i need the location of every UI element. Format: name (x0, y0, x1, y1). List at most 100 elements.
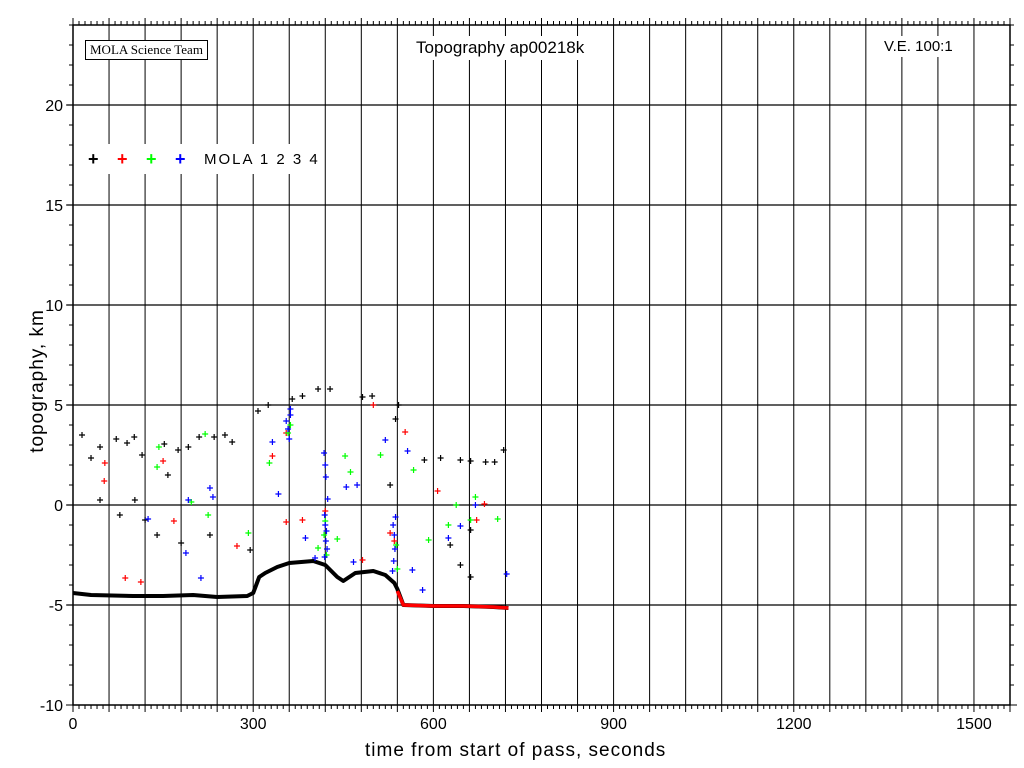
data-point-mola-3 (155, 444, 162, 450)
x-tick-label: 1200 (776, 716, 812, 733)
data-point-mola-1 (265, 402, 272, 408)
data-point-mola-4 (390, 558, 397, 564)
data-point-mola-3 (467, 517, 474, 523)
data-point-mola-1 (229, 439, 236, 445)
data-point-mola-1 (116, 512, 123, 518)
data-point-mola-2 (122, 575, 129, 581)
data-point-mola-4 (275, 491, 282, 497)
data-point-mola-4 (324, 546, 331, 552)
data-point-mola-1 (457, 457, 464, 463)
data-point-mola-3 (393, 542, 400, 548)
data-point-mola-1 (196, 434, 203, 440)
data-point-mola-1 (139, 452, 146, 458)
data-point-mola-3 (453, 502, 460, 508)
data-point-mola-4 (185, 497, 192, 503)
data-point-mola-1 (491, 459, 498, 465)
data-point-mola-1 (206, 532, 213, 538)
legend-marker-1: + (88, 148, 99, 169)
data-point-mola-3 (334, 536, 341, 542)
data-point-mola-3 (394, 566, 401, 572)
data-point-mola-4 (350, 559, 357, 565)
x-tick-label: 300 (240, 716, 267, 733)
data-point-mola-4 (390, 522, 397, 528)
data-point-mola-2 (137, 579, 144, 585)
x-axis-label: time from start of pass, seconds (365, 740, 667, 761)
data-point-mola-1 (79, 432, 86, 438)
data-point-mola-1 (211, 434, 218, 440)
data-point-mola-1 (299, 393, 306, 399)
data-point-mola-4 (285, 426, 292, 432)
data-point-mola-3 (321, 532, 328, 538)
data-point-mola-4 (409, 567, 416, 573)
legend-label: MOLA 1 2 3 4 (204, 150, 320, 168)
data-point-mola-4 (312, 555, 319, 561)
data-point-mola-1 (178, 540, 185, 546)
data-point-mola-4 (321, 512, 328, 518)
data-point-mola-3 (425, 537, 432, 543)
legend-marker-3: + (146, 148, 157, 169)
legend: + + + + MOLA 1 2 3 4 (84, 144, 324, 174)
data-point-mola-1 (185, 444, 192, 450)
data-point-mola-4 (392, 514, 399, 520)
data-point-mola-3 (205, 512, 212, 518)
vertical-exaggeration-label: V.E. 100:1 (878, 36, 959, 57)
data-point-mola-4 (382, 437, 389, 443)
data-point-mola-3 (266, 460, 273, 466)
data-point-mola-3 (342, 453, 349, 459)
ground-profile-line (72, 559, 509, 610)
data-point-mola-4 (322, 462, 329, 468)
data-point-mola-2 (269, 453, 276, 459)
data-point-mola-4 (269, 439, 276, 445)
data-point-mola-1 (395, 402, 402, 408)
data-point-mola-4 (343, 484, 350, 490)
data-point-mola-4 (321, 450, 328, 456)
chart-title: Topography ap00218k (408, 36, 593, 60)
y-tick-label: 20 (45, 98, 63, 115)
plot-frame (72, 24, 1011, 706)
data-point-mola-1 (467, 458, 474, 464)
y-tick-label: 15 (45, 198, 63, 215)
data-point-mola-2 (370, 402, 377, 408)
data-point-mola-3 (472, 494, 479, 500)
data-point-mola-1 (247, 547, 254, 553)
data-point-mola-4 (391, 532, 398, 538)
data-point-mola-1 (467, 574, 474, 580)
data-point-mola-3 (188, 499, 195, 505)
data-point-mola-4 (391, 546, 398, 552)
data-point-mola-2 (283, 519, 290, 525)
data-point-mola-1 (131, 497, 138, 503)
data-point-mola-1 (221, 432, 228, 438)
ground-profile-line-ch2 (395, 590, 509, 610)
data-point-mola-3 (315, 545, 322, 551)
data-point-mola-4 (145, 516, 152, 522)
data-point-mola-1 (359, 394, 366, 400)
data-point-mola-1 (327, 386, 334, 392)
legend-marker-4: + (175, 148, 186, 169)
data-point-mola-3 (377, 452, 384, 458)
data-point-mola-1 (392, 416, 399, 422)
data-point-mola-2 (473, 517, 480, 523)
data-point-mola-1 (500, 447, 507, 453)
data-point-mola-1 (97, 497, 104, 503)
data-point-mola-4 (286, 436, 293, 442)
data-point-mola-2 (402, 429, 409, 435)
data-point-mola-1 (175, 447, 182, 453)
data-point-mola-4 (302, 535, 309, 541)
data-point-mola-1 (369, 393, 376, 399)
x-tick-label: 0 (69, 716, 78, 733)
data-point-mola-2 (434, 488, 441, 494)
data-point-mola-2 (387, 530, 394, 536)
data-point-mola-4 (323, 528, 330, 534)
data-point-mola-1 (97, 444, 104, 450)
data-point-mola-2 (322, 508, 329, 514)
y-tick-label: -10 (40, 698, 63, 715)
data-point-mola-3 (347, 469, 354, 475)
data-point-mola-4 (457, 523, 464, 529)
data-point-mola-1 (447, 542, 454, 548)
y-tick-label: -5 (49, 598, 63, 615)
x-tick-label: 900 (600, 716, 627, 733)
data-point-mola-3 (202, 431, 209, 437)
data-point-mola-4 (419, 587, 426, 593)
data-point-mola-4 (287, 406, 294, 412)
